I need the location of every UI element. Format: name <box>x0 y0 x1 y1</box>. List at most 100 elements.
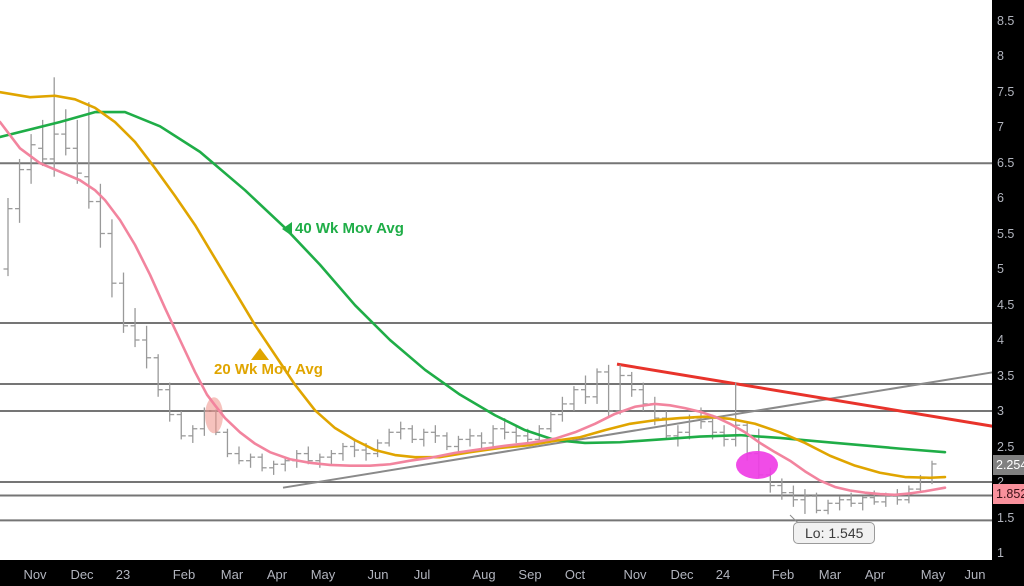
ohlc-bar <box>511 425 521 443</box>
y-tick-label: 2 <box>997 475 1004 489</box>
ohlc-bar <box>592 368 602 404</box>
y-tick-label: 7 <box>997 120 1004 134</box>
ohlc-bar <box>72 119 82 184</box>
price-bars <box>3 77 937 515</box>
ohlc-bar <box>188 425 198 443</box>
ohlc-bar <box>627 371 637 397</box>
ohlc-bar <box>569 386 579 411</box>
x-tick-label: Dec <box>70 567 94 582</box>
ohlc-bar <box>477 432 487 451</box>
ma-40wk-line[interactable] <box>0 110 947 454</box>
ma-40wk-label-text: 40 Wk Mov Avg <box>295 220 404 237</box>
ohlc-bar <box>165 382 175 422</box>
highlight-ellipse-magenta[interactable] <box>736 450 778 479</box>
ascending-trendline[interactable] <box>282 370 996 489</box>
x-tick-label: Mar <box>220 567 244 582</box>
ohlc-bar <box>673 425 683 447</box>
ohlc-bar <box>442 432 452 451</box>
ma-40wk-label[interactable]: 40 Wk Mov Avg <box>282 220 404 237</box>
ohlc-bar <box>419 428 429 447</box>
highlight-ellipse-salmon[interactable] <box>205 397 223 434</box>
ohlc-bar <box>269 460 279 475</box>
y-tick-label: 6 <box>997 191 1004 205</box>
ohlc-bar <box>61 109 71 156</box>
ohlc-bar <box>823 499 833 515</box>
ohlc-bar <box>788 485 798 507</box>
ohlc-bar <box>130 308 140 348</box>
x-tick-label: Jun <box>367 567 389 582</box>
x-tick-label: Sep <box>518 567 542 582</box>
ohlc-bar <box>430 425 440 443</box>
x-tick-label: Jun <box>964 567 986 582</box>
ohlc-bar <box>142 325 152 369</box>
last-price-label: 2.254 <box>993 455 1024 475</box>
ohlc-bar <box>927 460 937 485</box>
ma-20wk-line[interactable] <box>0 90 947 480</box>
y-tick-label: 4.5 <box>997 297 1015 312</box>
ohlc-bar <box>396 421 406 440</box>
ohlc-bar <box>384 428 394 447</box>
ma-20wk-label[interactable]: 20 Wk Mov Avg <box>214 348 323 378</box>
ohlc-bar <box>581 375 590 404</box>
y-tick-label: 1.5 <box>997 510 1015 525</box>
low-value-tooltip[interactable]: Lo: 1.545 <box>793 522 876 544</box>
y-tick-label: 3.5 <box>997 368 1015 383</box>
x-tick-label: May <box>920 567 946 582</box>
y-tick-label: 8 <box>997 49 1004 63</box>
y-tick-label: 4 <box>997 333 1004 347</box>
descending-trendline[interactable] <box>616 362 996 429</box>
indicator-price-label: 1.852 <box>993 484 1024 504</box>
y-tick-label: 1 <box>997 546 1004 560</box>
ohlc-bar <box>15 158 25 223</box>
x-tick-label: 23 <box>115 567 131 582</box>
ohlc-bar <box>892 489 902 505</box>
ohlc-bar <box>835 496 845 511</box>
ohlc-bar <box>257 453 267 472</box>
time-axis[interactable]: Nov Dec 23 Feb Mar Apr May Jun Jul Aug Sep Oct Nov De… <box>0 560 992 586</box>
ohlc-bar <box>246 453 256 468</box>
ohlc-bar <box>858 496 868 511</box>
x-tick-label: Dec <box>670 567 694 582</box>
ohlc-bar <box>338 442 348 461</box>
ohlc-bar <box>84 102 94 209</box>
ohlc-bar <box>615 364 625 415</box>
ohlc-bar <box>500 418 510 440</box>
ohlc-bar <box>546 411 556 433</box>
ohlc-bar <box>604 364 614 419</box>
support-resistance-lines[interactable] <box>0 162 992 522</box>
y-tick-label: 5 <box>997 262 1004 276</box>
ohlc-bar <box>234 446 244 465</box>
y-tick-label: 6.5 <box>997 155 1015 170</box>
y-tick-label: 5.5 <box>997 226 1015 241</box>
ohlc-bar <box>846 492 856 507</box>
ma-10wk-line[interactable] <box>0 120 947 497</box>
ohlc-bar <box>153 354 163 397</box>
x-tick-label: Aug <box>472 567 496 582</box>
ohlc-bar <box>373 439 383 458</box>
ohlc-bar <box>777 478 787 500</box>
x-tick-label: Apr <box>864 567 886 582</box>
ohlc-bar <box>350 439 359 458</box>
triangle-left-icon <box>282 221 292 236</box>
triangle-up-icon <box>251 348 269 360</box>
y-tick-label: 2.5 <box>997 439 1015 454</box>
ohlc-bar <box>812 492 821 514</box>
x-tick-label: Oct <box>564 567 586 582</box>
x-tick-label: 24 <box>715 567 731 582</box>
ma-20wk-label-text: 20 Wk Mov Avg <box>214 361 323 378</box>
x-tick-label: Nov <box>23 567 47 582</box>
ohlc-bar <box>280 457 290 472</box>
x-tick-label: Jul <box>413 567 431 582</box>
ohlc-bar <box>315 453 325 468</box>
ohlc-bar <box>465 428 475 447</box>
ohlc-bar <box>176 411 186 440</box>
ohlc-bar <box>26 134 36 184</box>
y-tick-label: 7.5 <box>997 84 1015 99</box>
ohlc-bar <box>222 428 232 458</box>
ohlc-bar <box>800 489 810 514</box>
ohlc-bar <box>107 219 117 298</box>
x-tick-label: Nov <box>623 567 647 582</box>
ohlc-bar <box>557 396 567 422</box>
